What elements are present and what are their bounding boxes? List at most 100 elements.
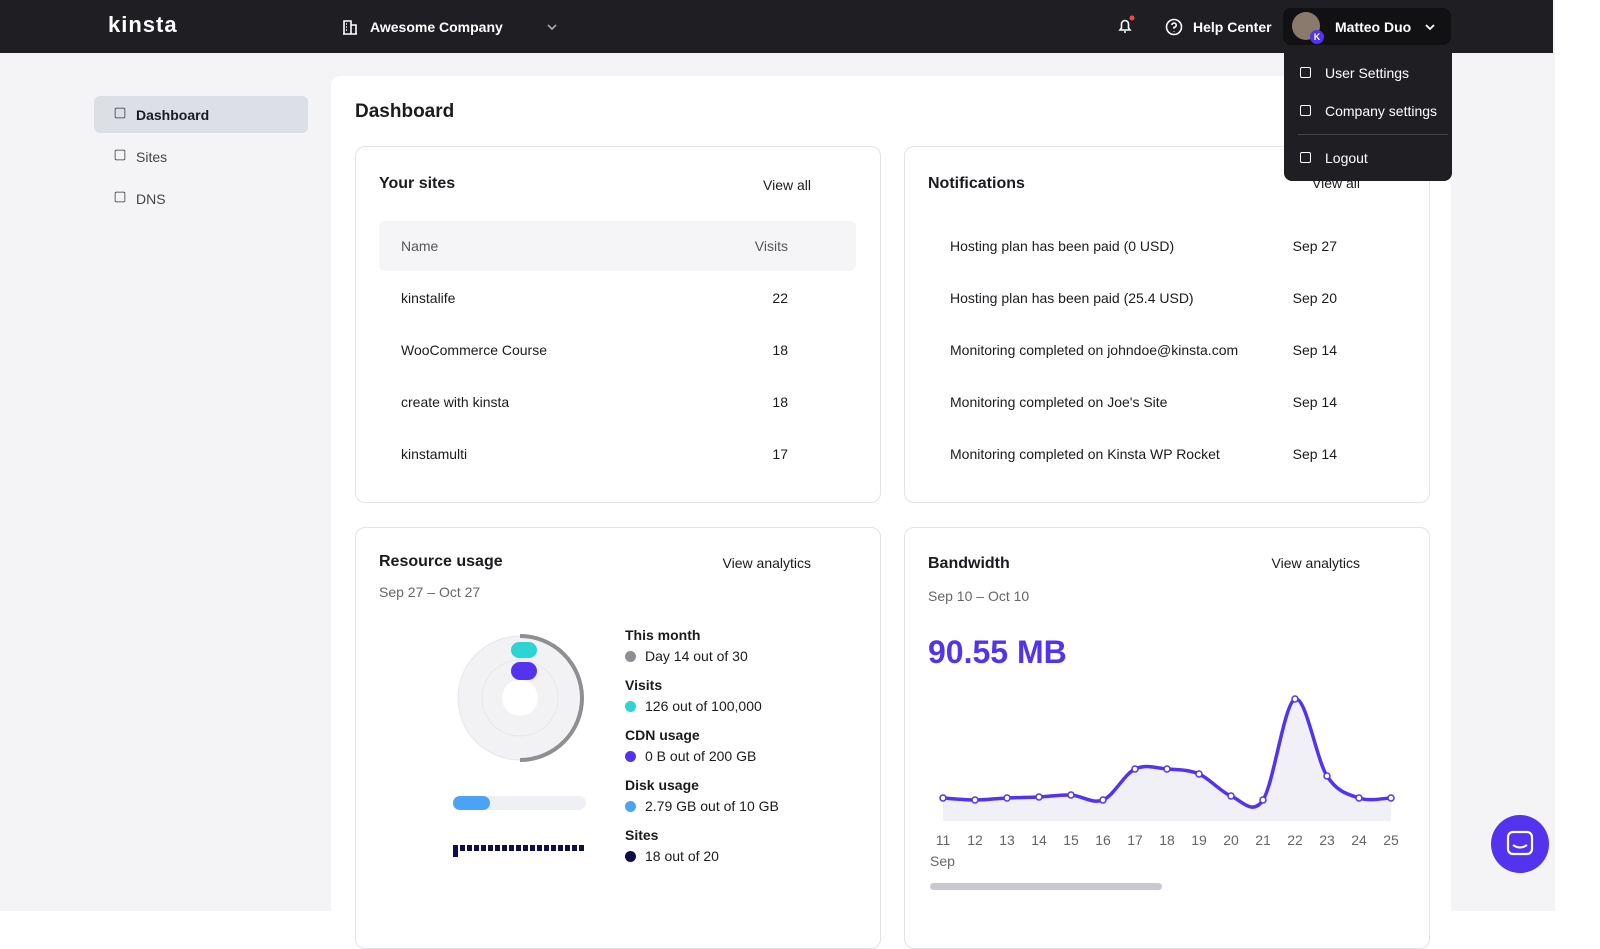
notification-text: Monitoring completed on Joe's Site — [950, 394, 1168, 410]
card-title: Resource usage — [379, 553, 503, 570]
chevron — [1425, 24, 1435, 31]
area — [943, 698, 1391, 821]
view-analytics[interactable]: View analytics — [722, 555, 811, 571]
app: kinsta Awesome Company Help Center K Mat… — [0, 0, 1555, 949]
notification-text: Monitoring completed on Kinsta WP Rocket — [950, 446, 1220, 462]
site-visits: 22 — [772, 290, 788, 306]
column-header: Name — [401, 238, 439, 254]
site-visits: 17 — [772, 446, 788, 462]
x-tick-label: 14 — [1031, 832, 1047, 848]
card-title: Bandwidth — [928, 555, 1010, 572]
point — [1355, 794, 1363, 802]
help-icon — [1165, 18, 1183, 36]
column-header: Visits — [754, 238, 788, 254]
sidebar-item[interactable]: Dashboard — [136, 107, 210, 123]
avatar-badge: K — [1310, 30, 1324, 44]
date-range: Sep 10 – Oct 10 — [928, 588, 1030, 604]
menu-icon — [1300, 152, 1311, 163]
notification-date: Sep 27 — [1292, 238, 1337, 254]
x-tick-label: 12 — [967, 832, 983, 848]
user-menu — [1284, 53, 1452, 181]
legend-label: Visits — [625, 677, 663, 693]
legend-detail: 126 out of 100,000 — [645, 698, 762, 714]
legend-label: CDN usage — [625, 727, 700, 743]
site-name[interactable]: create with kinsta — [401, 394, 510, 410]
site-visits: 18 — [772, 394, 788, 410]
sidebar-icon — [114, 149, 126, 161]
x-caption: Sep — [930, 853, 955, 869]
site-name[interactable]: kinstalife — [401, 290, 456, 306]
legend-detail: Day 14 out of 30 — [645, 648, 748, 664]
user-name[interactable]: Matteo Duo — [1335, 19, 1412, 35]
legend-detail: 2.79 GB out of 10 GB — [645, 798, 779, 814]
sidebar-icon — [114, 191, 126, 203]
point — [1323, 772, 1331, 780]
menu-icon — [1300, 67, 1311, 78]
sidebar-item[interactable]: DNS — [136, 191, 166, 207]
legend-label: Disk usage — [625, 777, 699, 793]
x-tick-label: 17 — [1127, 832, 1143, 848]
point — [1387, 794, 1395, 802]
point — [1195, 770, 1203, 778]
resource-card — [355, 527, 881, 949]
x-tick-label: 19 — [1191, 832, 1207, 848]
scrollbar[interactable] — [930, 883, 1162, 890]
sidebar-active — [94, 96, 308, 133]
chat-launcher[interactable] — [1490, 814, 1550, 874]
x-tick-label: 11 — [936, 832, 951, 848]
menu-item[interactable]: Company settings — [1325, 103, 1438, 119]
x-tick-label: 21 — [1255, 832, 1271, 848]
date-range: Sep 27 – Oct 27 — [379, 584, 481, 600]
bandwidth-card — [904, 527, 1430, 949]
legend-detail: 0 B out of 200 GB — [645, 748, 757, 764]
x-tick-label: 22 — [1287, 832, 1303, 848]
menu-item[interactable]: User Settings — [1325, 65, 1410, 81]
notification-date: Sep 20 — [1292, 290, 1337, 306]
point — [1163, 765, 1171, 773]
page: Kinsta Dashboard {"topbar": {"logo": "ki… — [0, 0, 1555, 949]
point — [939, 794, 947, 802]
menu-item[interactable]: Logout — [1325, 150, 1368, 166]
site-name[interactable]: WooCommerce Course — [401, 342, 548, 358]
notification-date: Sep 14 — [1292, 394, 1337, 410]
point — [1099, 796, 1107, 804]
logo[interactable]: kinsta — [108, 12, 178, 37]
x-tick-label: 23 — [1319, 832, 1335, 848]
x-tick-label: 24 — [1351, 832, 1367, 848]
body: kinsta Awesome Company Help Center K Mat… — [0, 0, 1555, 949]
point — [1003, 794, 1011, 802]
legend-dot — [625, 851, 636, 862]
notification-date: Sep 14 — [1292, 342, 1337, 358]
help-center[interactable]: Help Center — [1193, 19, 1272, 35]
x-tick-label: 15 — [1063, 832, 1079, 848]
point — [971, 796, 979, 804]
sites-card — [355, 146, 881, 503]
view-analytics[interactable]: View analytics — [1271, 555, 1360, 571]
menu-divider — [1298, 134, 1448, 135]
table-header — [379, 221, 856, 271]
bandwidth-total: 90.55 MB — [928, 634, 1067, 670]
view-all[interactable]: View all — [763, 177, 811, 193]
sidebar-item[interactable]: Sites — [136, 149, 168, 165]
x-tick-label: 20 — [1223, 832, 1239, 848]
site-name[interactable]: kinstamulti — [401, 446, 468, 462]
line — [942, 697, 1392, 809]
top-bar: kinsta Awesome Company Help Center K Mat… — [0, 0, 1553, 53]
point — [1259, 796, 1267, 804]
bandwidth-chart: 11 12 13 14 15 16 17 18 19 20 21 22 23 24 25 Sep — [930, 695, 1399, 890]
card-title: Your sites — [379, 175, 456, 192]
sidebar-icon — [114, 107, 126, 119]
point — [1067, 791, 1075, 799]
legend-dot — [625, 751, 636, 762]
notification-text: Monitoring completed on johndoe@kinsta.c… — [950, 342, 1239, 358]
x-tick-label: 18 — [1159, 832, 1175, 848]
legend-label: Sites — [625, 827, 659, 843]
point — [1035, 793, 1043, 801]
point — [1131, 765, 1139, 773]
bell-icon[interactable] — [1116, 15, 1136, 37]
x-tick-label: 25 — [1383, 832, 1399, 848]
point — [1227, 792, 1235, 800]
company-switcher[interactable]: Awesome Company — [370, 19, 503, 35]
notification-text: Hosting plan has been paid (0 USD) — [950, 238, 1175, 254]
notification-date: Sep 14 — [1292, 446, 1337, 462]
